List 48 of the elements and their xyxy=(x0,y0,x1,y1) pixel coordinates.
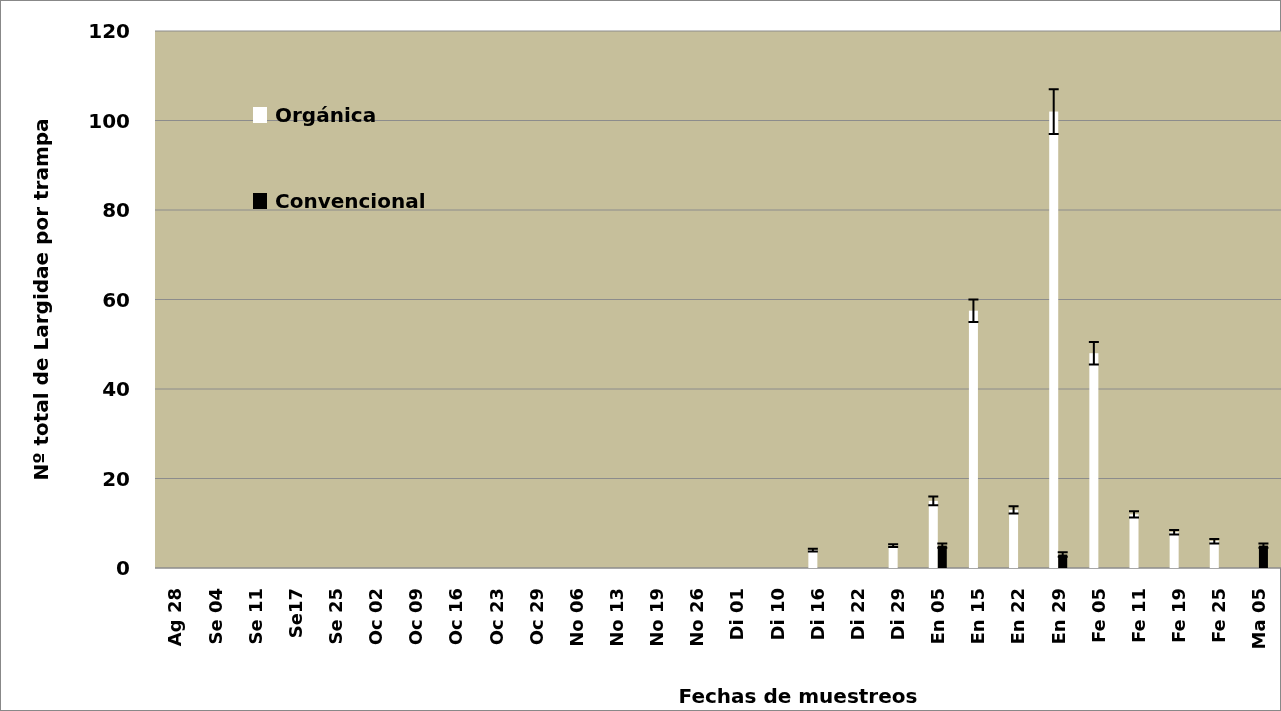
x-tick-label: Oc 29 xyxy=(525,588,547,646)
x-tick-label: Se 11 xyxy=(244,588,266,645)
x-tick-label: Fe 19 xyxy=(1167,588,1189,644)
y-tick-label: 60 xyxy=(102,287,130,312)
bar xyxy=(1009,509,1019,568)
x-tick-label: Di 29 xyxy=(886,588,908,641)
x-tick-label: En 22 xyxy=(1007,588,1029,645)
y-tick-label: 100 xyxy=(88,108,130,133)
x-tick-label: Se 25 xyxy=(324,588,346,645)
bar xyxy=(1169,532,1179,568)
x-tick-label: Fe 05 xyxy=(1087,588,1109,644)
y-tick-label: 40 xyxy=(102,377,130,401)
x-tick-label: Oc 09 xyxy=(405,588,427,646)
x-tick-label: Fe 25 xyxy=(1208,588,1230,644)
x-tick-label: Oc 16 xyxy=(445,588,467,646)
y-tick-label: 0 xyxy=(116,556,130,580)
bar xyxy=(1129,514,1139,568)
x-tick-label: Fe 11 xyxy=(1127,588,1149,644)
x-tick-label: Se17 xyxy=(284,588,306,639)
x-axis-title: Fechas de muestreos xyxy=(678,684,918,708)
y-tick-label: 120 xyxy=(88,19,130,43)
x-tick-label: No 26 xyxy=(686,588,708,647)
x-tick-label: No 06 xyxy=(565,588,587,647)
x-tick-label: No 13 xyxy=(605,588,627,647)
x-tick-label: Oc 02 xyxy=(365,588,387,646)
x-tick-label: Di 22 xyxy=(846,588,868,641)
x-tick-label: Di 10 xyxy=(766,588,788,641)
bar xyxy=(1209,541,1219,568)
x-tick-label: Di 01 xyxy=(726,588,748,641)
bar xyxy=(928,500,938,568)
x-tick-label: Oc 23 xyxy=(485,588,507,646)
x-tick-label: Ag 28 xyxy=(164,588,186,647)
bar xyxy=(888,545,898,568)
legend-label: Orgánica xyxy=(275,103,377,127)
x-tick-label: Se 04 xyxy=(204,588,226,645)
bar xyxy=(1049,111,1059,568)
x-tick-label: Ma 05 xyxy=(1248,588,1270,650)
x-tick-label: En 29 xyxy=(1047,588,1069,645)
y-tick-label: 80 xyxy=(102,198,130,222)
bar xyxy=(968,310,978,568)
legend-label: Convencional xyxy=(275,189,426,213)
y-axis-title: Nº total de Largidae por trampa xyxy=(29,118,53,481)
bar xyxy=(1089,353,1099,568)
x-tick-label: En 15 xyxy=(967,588,989,645)
x-tick-label: No 19 xyxy=(646,588,668,647)
y-tick-label: 20 xyxy=(102,466,130,491)
x-tick-label: En 05 xyxy=(927,588,949,645)
x-tick-label: Di 16 xyxy=(806,588,828,641)
